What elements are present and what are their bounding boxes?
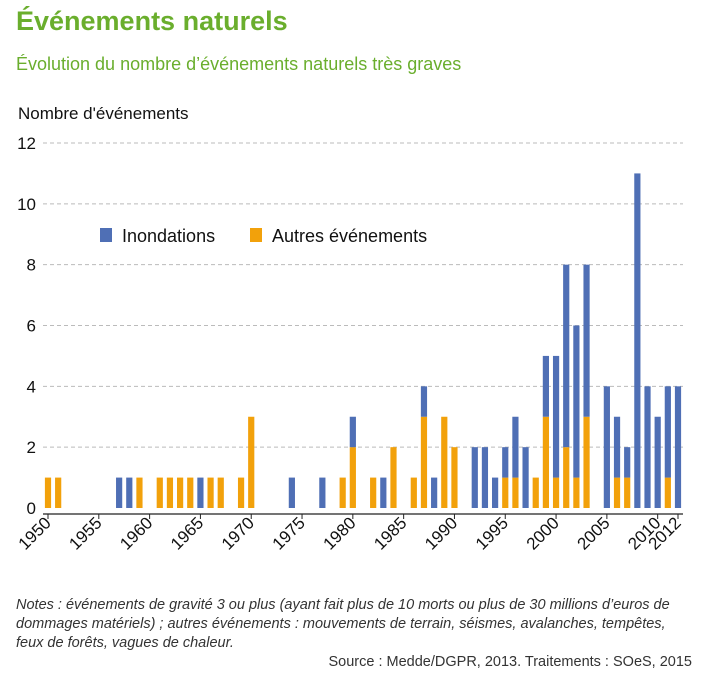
legend-swatch-0 xyxy=(100,228,112,242)
bar-autres-1969 xyxy=(237,477,245,508)
bar-inondations-1992 xyxy=(471,447,478,508)
x-tick-label: 2005 xyxy=(574,513,614,553)
bar-inondations-2003 xyxy=(583,264,590,417)
x-tick-label: 1990 xyxy=(421,513,461,553)
bar-inondations-1977 xyxy=(319,477,326,508)
x-tick-label: 1950 xyxy=(15,513,55,553)
stacked-bar-chart: Nombre d'événements 0 2 4 6 8 10 12 1950 1955 19… xyxy=(15,104,685,554)
bar-autres-2001 xyxy=(563,447,570,508)
y-tick-label: 4 xyxy=(27,377,36,396)
y-tick-label: 8 xyxy=(27,256,36,275)
bar-inondations-2000 xyxy=(552,355,560,478)
bar-autres-1980 xyxy=(349,447,356,508)
bar-inondations-1980 xyxy=(349,416,356,448)
bar-inondations-1999 xyxy=(542,355,550,417)
x-tick-label: 2000 xyxy=(523,513,563,553)
bar-inondations-2006 xyxy=(613,416,621,478)
bar-autres-1987 xyxy=(420,416,428,508)
bar-autres-2006 xyxy=(613,477,621,508)
bar-autres-1970 xyxy=(248,416,255,508)
bar-inondations-2009 xyxy=(644,386,651,508)
x-tick-label: 1985 xyxy=(370,513,410,553)
bar-inondations-1983 xyxy=(380,477,387,508)
bar-autres-1996 xyxy=(512,477,519,508)
bar-autres-1984 xyxy=(390,447,397,508)
y-tick-label: 2 xyxy=(27,438,36,457)
bar-inondations-1974 xyxy=(288,477,295,508)
bar-autres-1999 xyxy=(542,416,550,508)
bar-inondations-2011 xyxy=(664,386,671,478)
bar-autres-2002 xyxy=(573,477,580,508)
bar-autres-1951 xyxy=(55,477,62,508)
bar-autres-1998 xyxy=(532,477,539,508)
bar-autres-1959 xyxy=(136,477,143,508)
bar-autres-1962 xyxy=(166,477,174,508)
x-tick-label: 1980 xyxy=(319,513,359,553)
legend-label-1: Autres événements xyxy=(272,226,427,246)
bar-inondations-1993 xyxy=(481,447,489,508)
bar-inondations-1957 xyxy=(116,477,123,508)
y-tick-label: 10 xyxy=(17,195,36,214)
bar-inondations-1996 xyxy=(512,416,519,478)
chart-notes: Notes : événements de gravité 3 ou plus … xyxy=(16,597,670,651)
bar-autres-1986 xyxy=(410,477,417,508)
legend-label-0: Inondations xyxy=(122,226,215,246)
bar-inondations-2007 xyxy=(624,447,631,478)
x-tick-label: 1960 xyxy=(116,513,156,553)
page-subtitle: Évolution du nombre d’événements naturel… xyxy=(16,54,462,74)
chart-source: Source : Medde/DGPR, 2013. Traitements :… xyxy=(328,654,693,670)
bar-inondations-1997 xyxy=(522,447,529,508)
bar-inondations-1958 xyxy=(126,477,133,508)
bar-inondations-1994 xyxy=(491,477,499,508)
bar-autres-2007 xyxy=(624,477,631,508)
legend-swatch-1 xyxy=(250,228,262,242)
bar-autres-1979 xyxy=(339,477,346,508)
bar-autres-1966 xyxy=(207,477,214,508)
page-title: Événements naturels xyxy=(16,6,288,36)
bar-autres-1950 xyxy=(44,477,52,508)
x-tick-label: 1965 xyxy=(167,513,207,553)
bar-autres-1990 xyxy=(451,447,458,508)
bar-autres-1967 xyxy=(217,477,224,508)
bar-inondations-2005 xyxy=(603,386,610,508)
bar-inondations-1988 xyxy=(431,477,438,508)
x-tick-label: 1955 xyxy=(65,513,105,553)
bar-inondations-2001 xyxy=(563,264,570,448)
bar-autres-1982 xyxy=(370,477,377,508)
bar-inondations-2010 xyxy=(654,416,661,508)
bar-autres-1964 xyxy=(187,477,194,508)
bar-autres-1995 xyxy=(502,477,509,508)
x-tick-label: 1995 xyxy=(472,513,512,553)
bar-autres-2003 xyxy=(583,416,590,508)
y-axis-label: Nombre d'événements xyxy=(18,104,189,123)
bar-inondations-1965 xyxy=(197,477,204,508)
bar-autres-2011 xyxy=(664,477,671,508)
y-tick-label: 6 xyxy=(27,317,36,336)
bar-autres-1961 xyxy=(156,477,163,508)
bar-autres-1989 xyxy=(441,416,448,508)
bar-autres-2000 xyxy=(552,477,560,508)
bar-inondations-2008 xyxy=(634,173,641,508)
bar-inondations-1987 xyxy=(420,386,428,417)
x-tick-label: 1975 xyxy=(269,513,309,553)
bar-inondations-2002 xyxy=(573,325,580,478)
y-tick-label: 0 xyxy=(27,499,36,518)
bar-autres-1963 xyxy=(176,477,184,508)
x-tick-label: 1970 xyxy=(218,513,258,553)
y-tick-label: 12 xyxy=(17,134,36,153)
bar-inondations-2012 xyxy=(674,386,682,508)
bar-inondations-1995 xyxy=(502,447,509,478)
